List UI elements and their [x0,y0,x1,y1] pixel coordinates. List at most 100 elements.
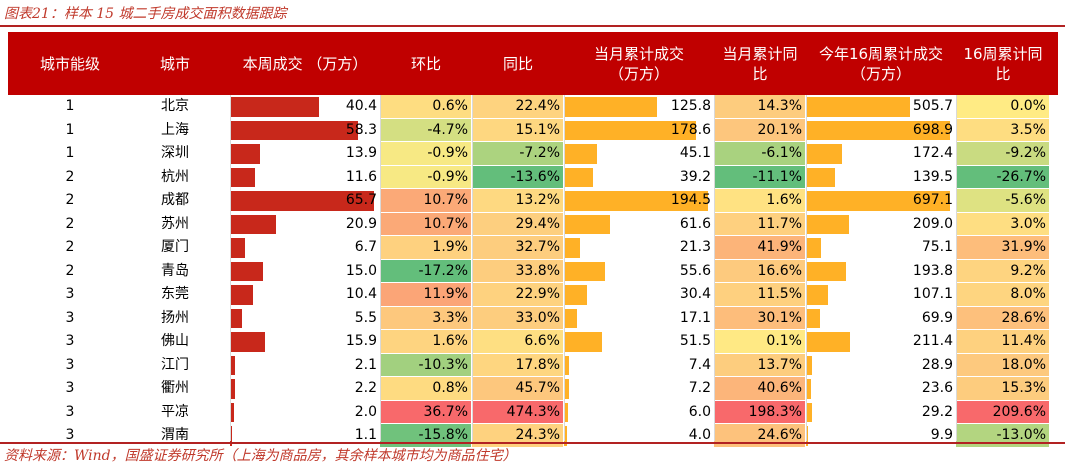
table-row: 3 平凉 2.0 6.0 29.2 36.7% 474.3% 198.3% 209.6% [8,400,1058,425]
month-yoy-cell: 1.6% [714,189,806,213]
table-row: 1 深圳 13.9 45.1 172.4 -0.9% -7.2% -6.1% -9.2% [8,142,1058,166]
ytd-bar [806,191,950,211]
ytd-yoy-cell: -9.2% [956,142,1050,166]
ytd-yoy-cell: 3.5% [956,118,1050,142]
month-cum-value: 39.2 [679,168,711,185]
yoy-cell: 13.2% [472,189,564,213]
ytd-bar [806,120,950,140]
month-yoy-cell: 20.1% [714,118,806,142]
city-cell: 深圳 [161,145,189,161]
wow-cell: 0.6% [380,95,472,119]
wow-cell: -0.9% [380,165,472,189]
month-cum-value: 55.6 [679,262,711,279]
weekly-value: 10.4 [345,286,377,302]
city-cell: 佛山 [161,333,189,349]
month-cum-bar [564,238,580,258]
figure-caption: 图表21：样本 15 城二手房成交面积数据跟踪 [4,6,287,22]
month-cum-bar [564,285,587,305]
header-month-cum: 当月累计成交（万方） [593,44,684,83]
month-cum-cell: 125.8 [564,95,714,119]
ytd-cell: 9.9 [806,424,956,448]
month-cum-cell: 6.0 [564,401,714,425]
tier-cell: 3 [65,427,75,443]
ytd-yoy-cell: 9.2% [956,259,1050,283]
weekly-cell: 65.7 [230,189,380,213]
month-cum-cell: 21.3 [564,236,714,260]
ytd-bar [806,332,850,352]
ytd-value: 697.1 [912,192,953,208]
header-yoy: 同比 [502,54,533,73]
ytd-yoy-cell: 209.6% [956,400,1050,424]
ytd-cell: 209.0 [806,213,956,237]
tier-cell: 3 [65,333,75,349]
month-yoy-cell: 11.7% [714,212,806,236]
tier-cell: 2 [65,262,75,279]
ytd-cell: 107.1 [806,283,956,307]
ytd-value: 69.9 [921,309,953,326]
wow-cell: -17.2% [380,259,472,283]
month-cum-cell: 178.6 [564,119,714,143]
ytd-cell: 211.4 [806,330,956,354]
yoy-cell: 45.7% [472,377,564,401]
month-cum-value: 194.5 [670,192,711,208]
month-cum-value: 6.0 [688,403,711,420]
weekly-value: 1.1 [354,427,377,443]
weekly-bar [230,191,374,211]
ytd-value: 9.9 [930,427,953,443]
month-cum-cell: 17.1 [564,307,714,331]
header-ytd-yoy: 16周累计同比 [963,44,1043,83]
header-ytd: 今年16周累计成交（万方） [818,44,944,83]
ytd-cell: 698.9 [806,119,956,143]
month-cum-cell: 4.0 [564,424,714,448]
column-divider [806,95,807,441]
wow-cell: -0.9% [380,142,472,166]
month-yoy-cell: 41.9% [714,236,806,260]
city-cell: 东莞 [161,286,189,302]
ytd-bar [806,144,842,164]
table-row: 3 佛山 15.9 51.5 211.4 1.6% 6.6% 0.1% 11.4% [8,330,1058,354]
weekly-cell: 6.7 [230,236,380,260]
ytd-bar [806,97,911,117]
weekly-cell: 2.0 [230,401,380,425]
tier-cell: 1 [65,145,75,161]
month-cum-cell: 7.2 [564,377,714,401]
table-row: 2 厦门 6.7 21.3 75.1 1.9% 32.7% 41.9% 31.9% [8,236,1058,260]
table-row: 1 北京 40.4 125.8 505.7 0.6% 22.4% 14.3% 0.0% [8,95,1058,119]
weekly-bar [230,355,235,375]
header-city: 城市 [159,54,190,73]
month-cum-bar [564,97,658,117]
city-cell: 青岛 [161,262,189,279]
month-cum-value: 178.6 [670,121,711,138]
yoy-cell: 6.6% [472,330,564,354]
month-yoy-cell: 13.7% [714,353,806,377]
bottom-rule [0,442,1065,444]
weekly-value: 13.9 [345,145,377,161]
ytd-yoy-cell: 18.0% [956,353,1050,377]
month-cum-bar [564,402,569,422]
ytd-cell: 139.5 [806,166,956,190]
column-divider [472,95,473,441]
weekly-cell: 1.1 [230,424,380,448]
table-row: 1 上海 58.3 178.6 698.9 -4.7% 15.1% 20.1% 3.5% [8,118,1058,143]
ytd-bar [806,379,811,399]
month-cum-bar [564,332,603,352]
month-cum-bar [564,261,606,281]
ytd-cell: 28.9 [806,354,956,378]
ytd-value: 28.9 [921,356,953,373]
month-yoy-cell: 24.6% [714,424,806,448]
weekly-bar [230,402,235,422]
month-cum-cell: 194.5 [564,189,714,213]
tier-cell: 3 [65,403,75,420]
month-yoy-cell: 40.6% [714,377,806,401]
month-cum-value: 17.1 [679,309,711,326]
month-cum-cell: 39.2 [564,166,714,190]
month-cum-value: 7.2 [688,380,711,396]
month-cum-bar [564,426,567,446]
month-yoy-cell: 14.3% [714,95,806,119]
table-row: 3 渭南 1.1 4.0 9.9 -15.8% 24.3% 24.6% -13.0% [8,424,1058,448]
yoy-cell: 24.3% [472,424,564,448]
ytd-cell: 23.6 [806,377,956,401]
month-cum-value: 51.5 [679,333,711,349]
tier-cell: 3 [65,286,75,302]
month-yoy-cell: 0.1% [714,330,806,354]
